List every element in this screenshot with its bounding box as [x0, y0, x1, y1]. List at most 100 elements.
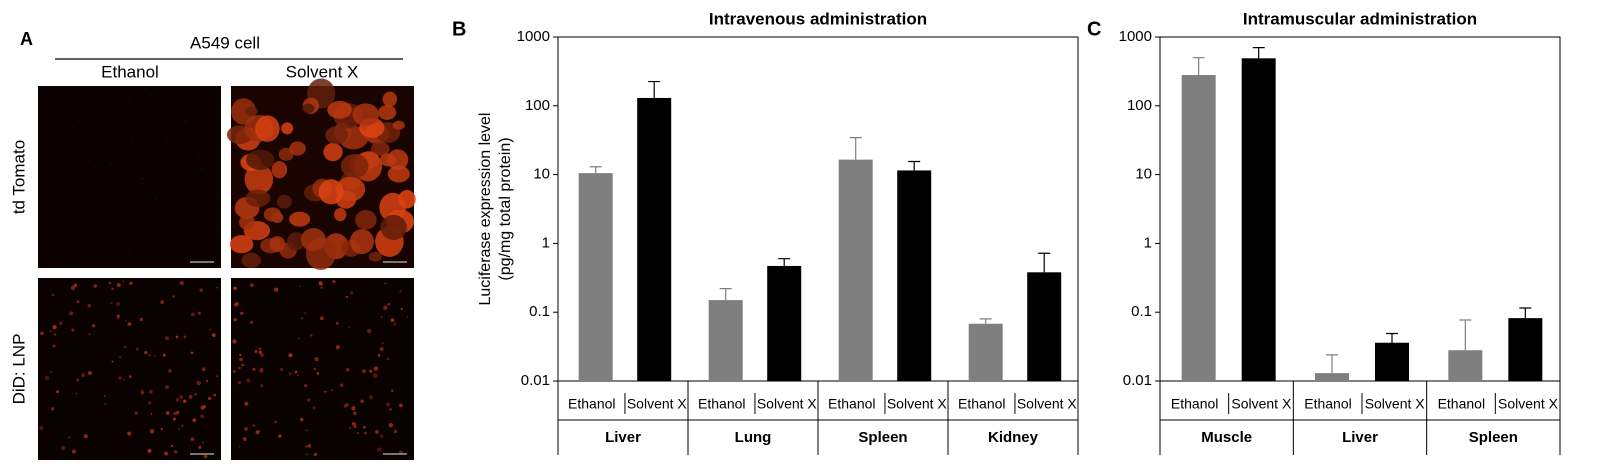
particle	[153, 236, 156, 239]
particle	[393, 429, 398, 434]
bar	[1027, 272, 1062, 381]
particle	[180, 227, 183, 230]
plot-frame	[1159, 36, 1561, 382]
particle	[299, 285, 302, 288]
micrographs	[38, 78, 416, 460]
particle	[274, 287, 279, 292]
particle	[190, 351, 194, 355]
category-label: Muscle	[1201, 429, 1252, 446]
particle	[383, 305, 388, 310]
particle	[141, 391, 144, 394]
particle	[312, 406, 316, 410]
particle	[127, 322, 132, 326]
particle	[141, 182, 144, 185]
particle	[165, 411, 170, 415]
particle	[335, 345, 340, 350]
error-bar	[719, 288, 732, 301]
particle	[149, 429, 155, 434]
y-tick-label: 100	[1127, 97, 1152, 114]
particle	[160, 427, 163, 431]
particle	[68, 436, 71, 439]
series-label: Ethanol	[1171, 396, 1218, 412]
panel-label: C	[1087, 18, 1101, 40]
cell	[352, 103, 379, 126]
particle	[197, 311, 201, 315]
panel-title: A549 cell	[190, 33, 260, 52]
particle	[366, 328, 372, 334]
cell	[379, 153, 397, 167]
particle	[59, 321, 63, 325]
particle	[46, 163, 49, 166]
micrograph	[38, 86, 221, 268]
particle	[360, 399, 364, 404]
particle	[399, 403, 403, 408]
particle	[201, 367, 206, 372]
particle	[260, 367, 263, 370]
particle	[145, 139, 148, 142]
particle	[349, 426, 352, 429]
particle	[172, 295, 175, 298]
y-tick-label: 0.1	[1131, 303, 1152, 320]
particle	[164, 104, 167, 107]
particle	[352, 422, 354, 425]
particle	[324, 390, 327, 393]
category-label: Liver	[1342, 429, 1378, 446]
particle	[81, 373, 86, 377]
particle	[300, 317, 303, 320]
particle	[61, 445, 66, 451]
particle	[252, 424, 255, 427]
cell	[263, 207, 282, 222]
particle	[300, 418, 304, 422]
particle	[351, 406, 356, 411]
panel-label: A	[20, 29, 33, 49]
particle	[211, 333, 216, 338]
particle	[148, 389, 153, 394]
particle	[197, 156, 200, 159]
error-bar	[908, 160, 921, 171]
particle	[249, 283, 254, 287]
particle	[305, 445, 308, 448]
particle	[76, 378, 80, 382]
error-bar	[1192, 57, 1205, 76]
particle	[244, 401, 249, 406]
cell	[271, 161, 288, 179]
particle	[196, 380, 201, 386]
particle	[345, 295, 349, 299]
particle	[216, 375, 219, 378]
cell	[335, 176, 366, 202]
bar	[838, 159, 873, 381]
particle	[75, 151, 78, 154]
y-axis-label: Luciferase expression level	[477, 113, 494, 306]
particle	[357, 432, 360, 435]
y-tick-label: 1000	[1119, 28, 1152, 45]
particle	[170, 444, 174, 447]
particle	[200, 414, 205, 419]
particle	[387, 302, 391, 306]
particle	[400, 307, 403, 311]
particle	[304, 312, 306, 314]
particle	[297, 374, 299, 377]
particle	[242, 436, 247, 441]
error-bar	[778, 258, 791, 266]
particle	[305, 429, 308, 432]
particle	[204, 455, 208, 459]
particle	[40, 331, 44, 336]
particle	[40, 258, 43, 261]
cell	[323, 142, 343, 162]
particle	[320, 286, 323, 289]
bar	[708, 300, 743, 381]
cell	[318, 179, 344, 205]
particle	[303, 384, 308, 388]
particle	[175, 410, 180, 415]
particle	[178, 427, 181, 430]
cell	[379, 192, 407, 222]
particle	[361, 368, 367, 374]
particle	[123, 378, 126, 381]
particle	[381, 342, 384, 345]
cell	[392, 120, 405, 130]
particle	[213, 393, 217, 397]
particle	[205, 379, 209, 383]
particle	[339, 383, 344, 388]
cell	[245, 189, 271, 207]
